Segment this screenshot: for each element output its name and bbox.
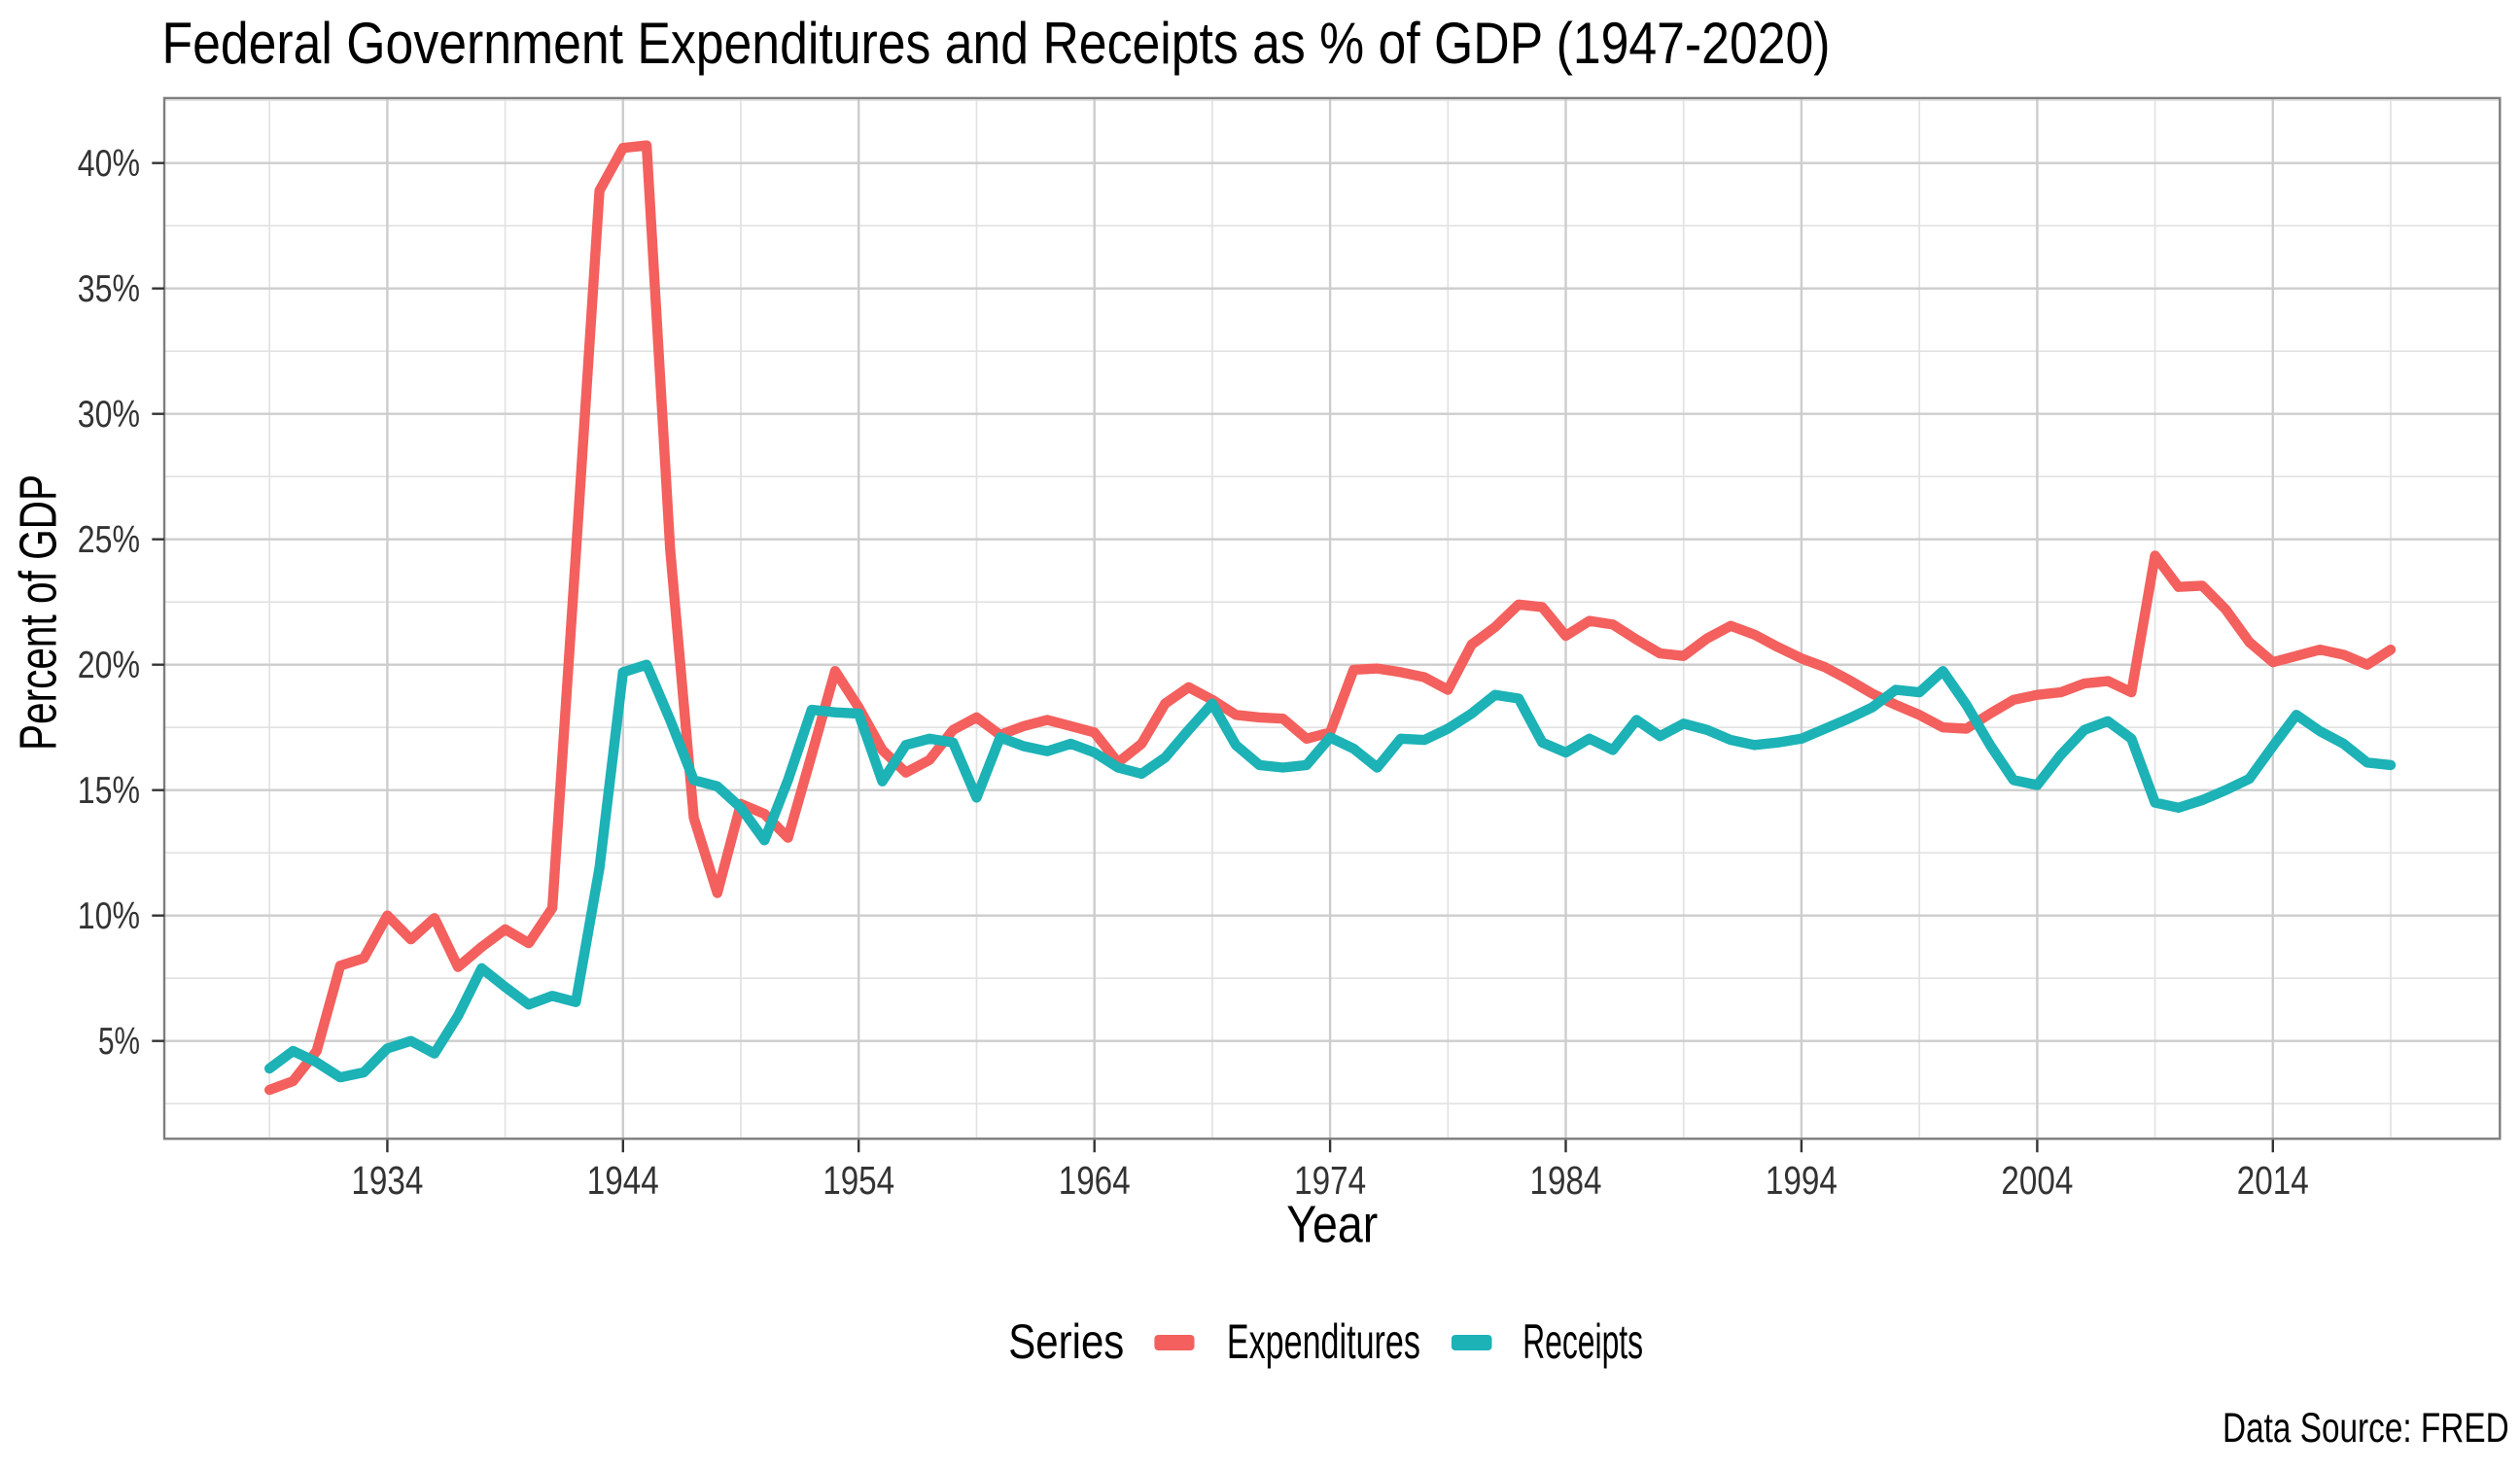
svg-text:1974: 1974 bbox=[1294, 1158, 1366, 1203]
svg-text:1984: 1984 bbox=[1530, 1158, 1602, 1203]
svg-text:2004: 2004 bbox=[2001, 1158, 2073, 1203]
svg-text:1964: 1964 bbox=[1059, 1158, 1131, 1203]
svg-text:1954: 1954 bbox=[822, 1158, 894, 1203]
svg-text:30%: 30% bbox=[78, 394, 140, 436]
svg-text:5%: 5% bbox=[98, 1021, 140, 1063]
svg-text:Year: Year bbox=[1286, 1195, 1378, 1253]
svg-text:Expenditures: Expenditures bbox=[1227, 1314, 1420, 1369]
svg-text:25%: 25% bbox=[78, 519, 140, 561]
svg-text:Data Source: FRED: Data Source: FRED bbox=[2222, 1406, 2509, 1452]
svg-text:40%: 40% bbox=[78, 143, 140, 185]
svg-text:1934: 1934 bbox=[351, 1158, 423, 1203]
svg-text:20%: 20% bbox=[78, 645, 140, 686]
svg-text:Receipts: Receipts bbox=[1522, 1314, 1643, 1369]
svg-text:10%: 10% bbox=[78, 895, 140, 937]
svg-text:1994: 1994 bbox=[1766, 1158, 1838, 1203]
svg-text:15%: 15% bbox=[78, 770, 140, 812]
svg-text:35%: 35% bbox=[78, 268, 140, 310]
svg-text:Percent of GDP: Percent of GDP bbox=[10, 474, 68, 751]
svg-text:1944: 1944 bbox=[587, 1158, 659, 1203]
svg-text:Series: Series bbox=[1008, 1314, 1124, 1369]
svg-text:Federal Government Expenditure: Federal Government Expenditures and Rece… bbox=[162, 11, 1831, 76]
svg-text:2014: 2014 bbox=[2237, 1158, 2309, 1203]
